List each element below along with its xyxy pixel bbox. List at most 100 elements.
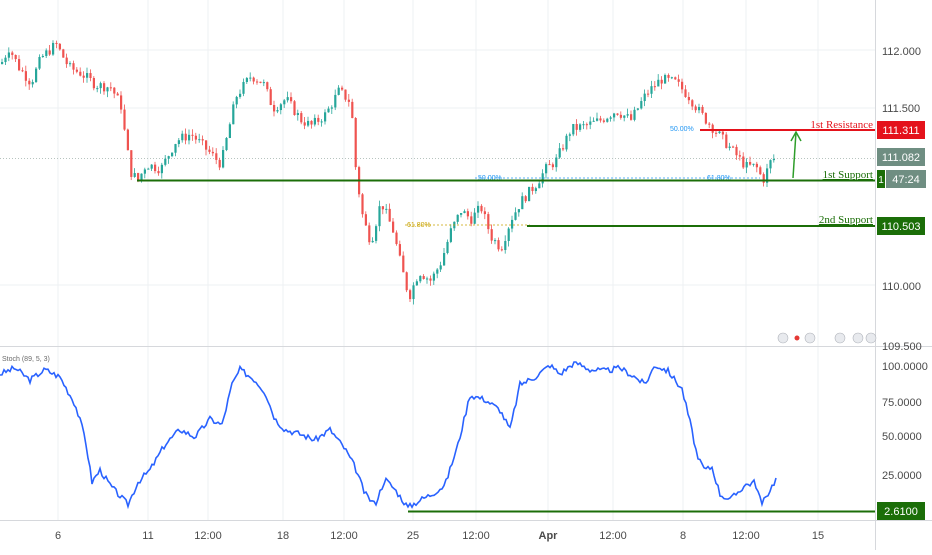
candle[interactable] [728,146,731,148]
candle[interactable] [670,77,673,79]
candle[interactable] [701,106,704,113]
candle[interactable] [609,117,612,119]
candle[interactable] [409,290,412,300]
candle[interactable] [772,158,775,161]
candle[interactable] [643,93,646,102]
candle[interactable] [732,146,735,148]
flag-us-icon[interactable] [852,332,864,344]
candle[interactable] [157,171,160,174]
candle[interactable] [619,114,622,118]
candle[interactable] [160,164,163,174]
stochastic-line[interactable] [0,361,777,510]
candle[interactable] [14,54,17,60]
candle[interactable] [324,112,327,122]
candle[interactable] [167,156,170,159]
candle[interactable] [364,214,367,226]
candle[interactable] [106,87,109,92]
candle[interactable] [123,109,126,130]
candlestick-series[interactable] [1,40,775,305]
candle[interactable] [347,99,350,102]
candle[interactable] [205,140,208,150]
candle[interactable] [188,134,191,141]
candle[interactable] [742,156,745,168]
candle[interactable] [636,108,639,110]
candle[interactable] [419,276,422,282]
candle[interactable] [463,211,466,214]
candle[interactable] [664,74,667,84]
candle[interactable] [568,134,571,136]
candle[interactable] [687,96,690,101]
candle[interactable] [483,211,486,215]
candle[interactable] [759,167,762,175]
candle[interactable] [133,173,136,177]
candle[interactable] [572,123,575,135]
candle[interactable] [497,240,500,250]
candle[interactable] [256,81,259,83]
candle[interactable] [330,107,333,109]
candle[interactable] [429,278,432,281]
candle[interactable] [504,241,507,251]
candle[interactable] [286,97,289,101]
candle[interactable] [460,213,463,215]
candle[interactable] [718,131,721,134]
candle[interactable] [439,265,442,270]
candle[interactable] [211,151,214,154]
candle[interactable] [388,208,391,222]
candle[interactable] [62,49,65,58]
candle[interactable] [35,68,38,82]
candle[interactable] [7,52,10,58]
candle[interactable] [116,93,119,96]
candle[interactable] [58,43,61,50]
candle[interactable] [252,77,255,82]
candle[interactable] [626,114,629,116]
candle[interactable] [245,78,248,82]
candle[interactable] [225,137,228,151]
candle[interactable] [130,150,133,177]
candle[interactable] [72,63,75,70]
candle[interactable] [691,100,694,107]
candle[interactable] [650,86,653,94]
candle[interactable] [89,73,92,79]
candle[interactable] [41,55,44,57]
candle[interactable] [633,109,636,120]
candle[interactable] [249,77,252,79]
candle[interactable] [92,78,95,89]
candle[interactable] [766,168,769,183]
candle[interactable] [562,148,565,150]
candle[interactable] [487,214,490,230]
candle[interactable] [198,139,201,141]
time-axis[interactable]: 6 11 12:00 18 12:00 25 12:00 Apr 12:00 8… [55,530,824,542]
candle[interactable] [541,173,544,184]
candle[interactable] [432,273,435,281]
candle[interactable] [177,140,180,145]
candle[interactable] [575,123,578,130]
candle[interactable] [653,86,656,88]
candle[interactable] [528,186,531,202]
candle[interactable] [276,110,279,112]
candle[interactable] [681,81,684,90]
price-scale[interactable] [875,0,932,550]
candle[interactable] [184,133,187,141]
candle[interactable] [273,105,276,112]
candle[interactable] [616,113,619,115]
candle[interactable] [456,214,459,222]
candle[interactable] [283,100,286,105]
candle[interactable] [426,278,429,280]
candle[interactable] [296,113,299,116]
candle[interactable] [545,164,548,174]
candle[interactable] [735,146,738,156]
candle[interactable] [368,225,371,243]
candle[interactable] [137,173,140,181]
candle[interactable] [232,104,235,125]
candle[interactable] [725,134,728,148]
candle[interactable] [446,241,449,254]
candle[interactable] [279,104,282,111]
candle[interactable] [551,164,554,168]
candle[interactable] [402,255,405,273]
candle[interactable] [381,206,384,210]
flag-us-icon[interactable] [777,332,789,344]
candle[interactable] [602,120,605,122]
candle[interactable] [524,196,527,202]
candle[interactable] [337,87,340,95]
